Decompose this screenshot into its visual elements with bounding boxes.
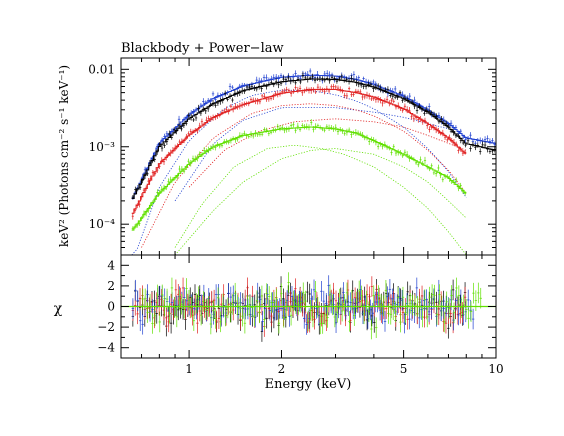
y-tick-label: −2 — [97, 320, 115, 334]
residual-ticks: 1 2 5 10 −4 −2 0 2 4 — [97, 254, 504, 376]
component-curve-0 — [131, 89, 467, 256]
model-curve-1 — [131, 78, 496, 200]
x-tick-label: 1 — [185, 362, 193, 376]
model-curve-2 — [131, 88, 467, 214]
chart-title: Blackbody + Power−law — [121, 41, 284, 56]
model-curve-0 — [131, 74, 496, 199]
x-axis-label: Energy (keV) — [265, 377, 352, 392]
y-tick-label: 2 — [107, 279, 115, 293]
y-axis-label-residual: χ — [54, 301, 63, 317]
x-tick-label: 2 — [278, 362, 286, 376]
component-curve-5 — [174, 148, 467, 256]
x-tick-label: 10 — [488, 362, 503, 376]
x-tick-label: 5 — [400, 362, 408, 376]
y-axis-label-spectrum: keV² (Photons cm⁻² s⁻¹ keV⁻¹) — [57, 65, 71, 247]
y-tick-label: −4 — [97, 341, 115, 355]
residual-marks — [121, 272, 496, 342]
component-curve-1 — [174, 107, 449, 202]
component-curve-3 — [188, 118, 467, 188]
spectrum-ticks: 10⁻⁴ 10⁻³ 0.01 — [88, 58, 497, 256]
y-tick-label: 0 — [107, 300, 115, 314]
spectrum-marks — [131, 68, 496, 256]
component-curve-4 — [174, 145, 467, 256]
model-curve-3 — [131, 126, 467, 231]
spectrum-frame — [120, 57, 497, 256]
y-tick-label: 0.01 — [88, 62, 115, 76]
component-curve-2 — [141, 103, 467, 248]
y-tick-label: 10⁻³ — [89, 140, 116, 154]
y-tick-label: 4 — [107, 258, 115, 272]
y-tick-label: 10⁻⁴ — [89, 217, 116, 231]
